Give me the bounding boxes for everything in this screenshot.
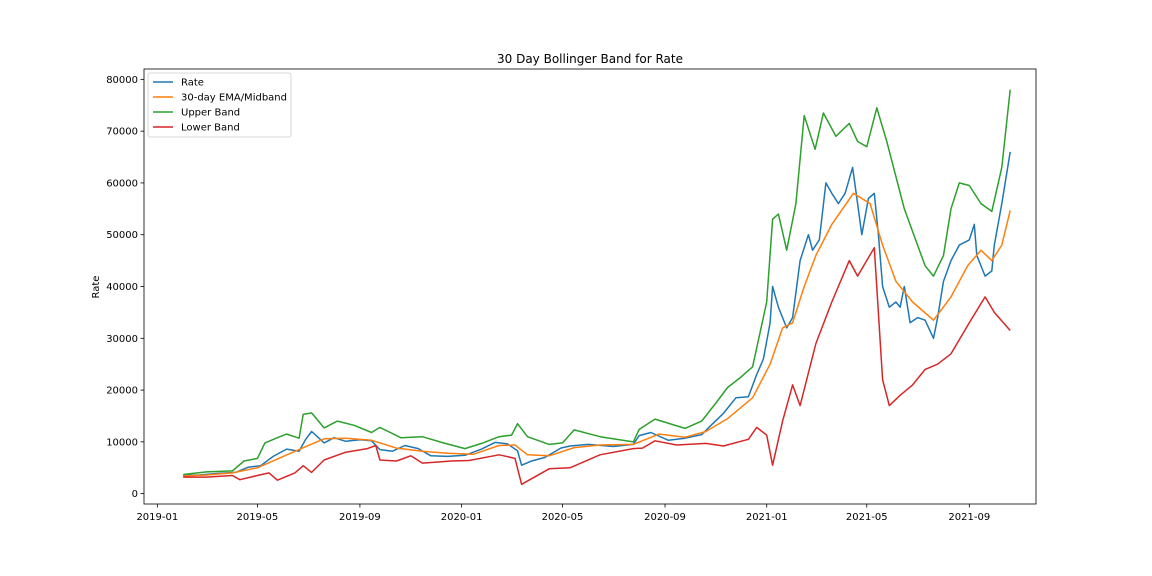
- x-tick-label: 2020-05: [542, 512, 584, 523]
- x-tick-label: 2019-01: [136, 512, 178, 523]
- series-line-2: [183, 89, 1011, 476]
- x-tick-label: 2021-05: [846, 512, 888, 523]
- y-tick-label: 30000: [106, 334, 138, 345]
- x-tick-label: 2019-09: [339, 512, 381, 523]
- x-tick-label: 2019-05: [236, 512, 278, 523]
- series-line-1: [183, 192, 1011, 477]
- series-line-3: [183, 246, 1011, 486]
- y-tick-label: 50000: [106, 230, 138, 241]
- chart-title: 30 Day Bollinger Band for Rate: [497, 52, 683, 66]
- y-tick-label: 70000: [106, 127, 138, 138]
- y-tick-label: 0: [132, 489, 138, 500]
- legend: Rate 30-day EMA/Midband Upper Band Lower Ba…: [147, 72, 292, 138]
- y-tick-label: 20000: [106, 386, 138, 397]
- y-axis: 0 10000 20000 30000 40000 50000 60000 70000 8000…: [106, 75, 144, 500]
- legend-label-2: Upper Band: [181, 108, 240, 119]
- y-tick-label: 60000: [106, 178, 138, 189]
- y-axis-label: Rate: [91, 276, 102, 299]
- legend-label-3: Lower Band: [181, 123, 240, 134]
- legend-box: [147, 72, 292, 138]
- series-line-0: [183, 151, 1011, 477]
- legend-label-1: 30-day EMA/Midband: [181, 93, 287, 104]
- y-tick-label: 10000: [106, 437, 138, 448]
- plot-series: [183, 89, 1011, 486]
- y-tick-label: 40000: [106, 282, 138, 293]
- x-tick-label: 2021-01: [746, 512, 788, 523]
- x-tick-label: 2020-09: [644, 512, 686, 523]
- legend-label-0: Rate: [181, 78, 204, 89]
- x-axis: 2019-01 2019-05 2019-09 2020-01 2020-05 2020-…: [136, 504, 990, 523]
- x-tick-label: 2021-09: [948, 512, 990, 523]
- y-tick-label: 80000: [106, 75, 138, 86]
- x-tick-label: 2020-01: [441, 512, 483, 523]
